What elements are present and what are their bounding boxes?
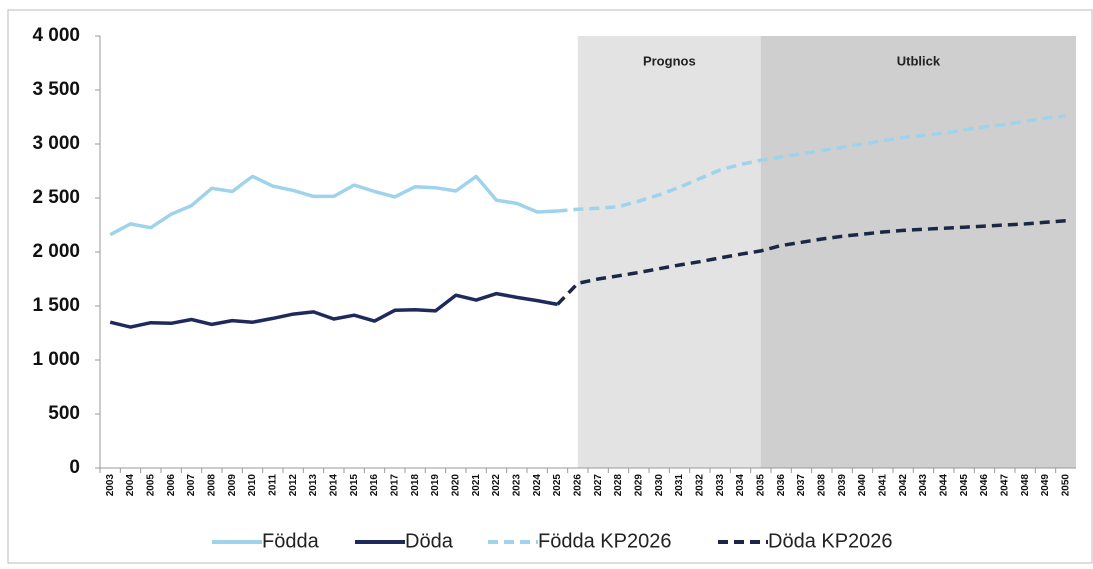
x-tick-label: 2025 xyxy=(552,474,563,497)
x-tick-label: 2004 xyxy=(125,474,136,497)
y-tick-label: 3 000 xyxy=(32,133,80,154)
x-tick-label: 2044 xyxy=(938,474,949,497)
x-tick-label: 2006 xyxy=(166,474,177,497)
x-tick-label: 2049 xyxy=(1040,474,1051,497)
x-tick-label: 2022 xyxy=(491,474,502,497)
y-tick-label: 1 000 xyxy=(32,349,80,370)
x-tick-label: 2010 xyxy=(247,474,258,497)
y-tick-label: 500 xyxy=(48,403,80,424)
shaded-region xyxy=(760,36,1076,468)
y-tick-label: 3 500 xyxy=(32,79,80,100)
series-line xyxy=(109,291,558,329)
x-tick-label: 2029 xyxy=(633,474,644,497)
x-tick-label: 2023 xyxy=(511,474,522,497)
series-line xyxy=(556,218,1066,306)
x-tick-label: 2012 xyxy=(288,474,299,497)
legend-label: Födda xyxy=(262,530,320,552)
x-tick-label: 2048 xyxy=(1020,474,1031,497)
x-tick-label: 2003 xyxy=(105,474,116,497)
x-tick-label: 2034 xyxy=(735,474,746,497)
legend-label: Döda KP2026 xyxy=(768,530,893,552)
y-tick-label: 2 000 xyxy=(32,241,80,262)
x-tick-label: 2046 xyxy=(979,474,990,497)
x-tick-label: 2008 xyxy=(206,474,217,497)
x-tick-label: 2035 xyxy=(755,474,766,497)
y-tick-label: 1 500 xyxy=(32,295,80,316)
x-tick-label: 2042 xyxy=(898,474,909,497)
x-tick-label: 2036 xyxy=(776,474,787,497)
series-line xyxy=(109,174,558,237)
x-tick-label: 2016 xyxy=(369,474,380,497)
chart-frame xyxy=(7,9,1093,564)
x-tick-label: 2005 xyxy=(145,474,156,497)
x-tick-label: 2039 xyxy=(837,474,848,497)
x-tick-label: 2032 xyxy=(694,474,705,497)
x-tick-label: 2030 xyxy=(654,474,665,497)
x-tick-label: 2009 xyxy=(227,474,238,497)
x-tick-label: 2033 xyxy=(715,474,726,497)
x-tick-label: 2015 xyxy=(349,474,360,497)
x-tick-label: 2043 xyxy=(918,474,929,497)
region-label: Utblick xyxy=(897,53,941,68)
x-tick-label: 2047 xyxy=(999,474,1010,497)
x-tick-label: 2028 xyxy=(613,474,624,497)
region-label: Prognos xyxy=(643,53,696,68)
x-tick-label: 2014 xyxy=(328,474,339,497)
y-tick-label: 4 000 xyxy=(32,25,80,46)
x-tick-label: 2026 xyxy=(572,474,583,497)
y-tick-label: 0 xyxy=(69,457,80,478)
x-tick-label: 2050 xyxy=(1060,474,1071,497)
x-tick-label: 2021 xyxy=(471,474,482,497)
x-tick-label: 2040 xyxy=(857,474,868,497)
x-tick-label: 2011 xyxy=(267,474,278,496)
x-tick-label: 2007 xyxy=(186,474,197,497)
x-tick-label: 2013 xyxy=(308,474,319,497)
x-tick-label: 2020 xyxy=(450,474,461,497)
x-tick-label: 2045 xyxy=(959,474,970,497)
x-tick-label: 2037 xyxy=(796,474,807,497)
x-tick-label: 2018 xyxy=(410,474,421,497)
x-tick-label: 2019 xyxy=(430,474,441,497)
x-tick-label: 2031 xyxy=(674,474,685,497)
legend-label: Födda KP2026 xyxy=(538,530,671,552)
x-tick-label: 2038 xyxy=(816,474,827,497)
x-tick-label: 2017 xyxy=(389,474,400,497)
x-tick-label: 2027 xyxy=(593,474,604,497)
y-tick-label: 2 500 xyxy=(32,187,80,208)
series-line xyxy=(557,114,1066,213)
x-tick-label: 2041 xyxy=(877,474,888,497)
legend-label: Döda xyxy=(405,530,454,552)
x-tick-label: 2024 xyxy=(532,474,543,497)
